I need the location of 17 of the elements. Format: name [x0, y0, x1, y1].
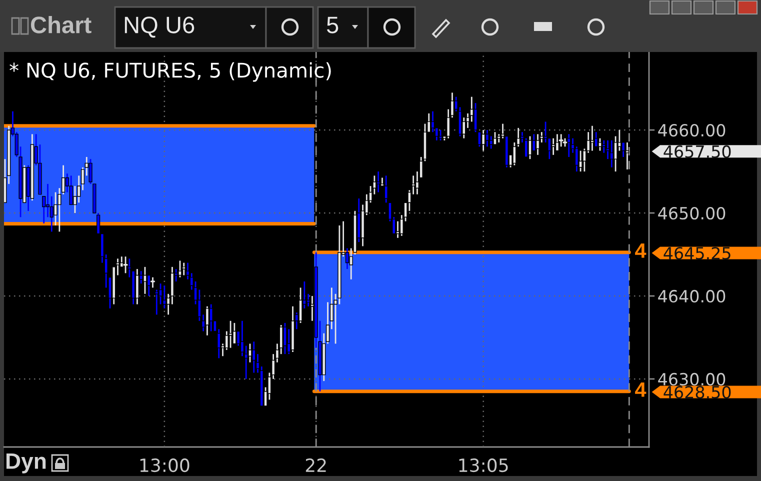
y-tick-label: 4660.00	[658, 124, 726, 137]
x-tick-label: 22	[306, 458, 326, 472]
text: Dyn	[6, 453, 46, 474]
y-tick-label: 4650.00	[658, 206, 726, 220]
series-label: 4	[635, 243, 646, 258]
text: 4657.50	[664, 145, 731, 158]
y-tick-label: 4630.00	[658, 372, 726, 386]
series-label: 4	[635, 382, 646, 397]
y-tick-label: 4640.00	[658, 290, 726, 303]
x-tick-label: 13:00	[140, 458, 190, 472]
x-tick-label: 13:05	[459, 458, 508, 472]
text: 4628.50	[664, 386, 731, 399]
chart-title: * NQ U6, FUTURES, 5 (Dynamic)	[10, 62, 331, 82]
text: Chart	[30, 16, 92, 34]
text: 5	[326, 16, 338, 34]
text: 4645.25	[664, 246, 730, 260]
text: NQ U6	[124, 16, 194, 38]
